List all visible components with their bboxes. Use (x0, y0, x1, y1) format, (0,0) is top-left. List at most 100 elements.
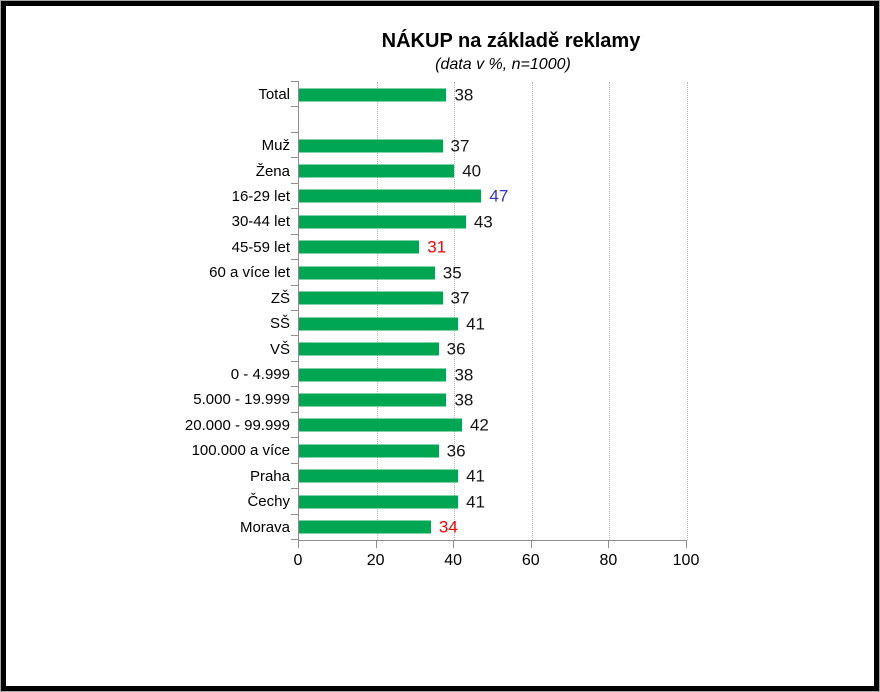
y-axis-tick (291, 411, 299, 413)
value-label: 38 (454, 390, 474, 410)
bar-row: 38 (299, 82, 687, 107)
x-axis-tick-label: 20 (366, 552, 385, 569)
bar-rows: 38 37 40 47 43 31 35 37 41 36 38 38 42 36 41 41 34 (299, 82, 687, 540)
x-axis-tick (530, 541, 532, 548)
y-axis-tick (291, 360, 299, 362)
category-label: 60 a více let (209, 264, 290, 282)
bar-row: 35 (299, 260, 687, 285)
bar-row: 38 (299, 387, 687, 412)
chart-subtitle: (data v %, n=1000) (435, 56, 571, 73)
y-axis-tick (291, 335, 299, 337)
gridline (531, 82, 533, 540)
bar-row: 43 (299, 209, 687, 234)
bar-row: 31 (299, 235, 687, 260)
bar (299, 393, 447, 407)
bar (299, 266, 435, 280)
value-label: 36 (446, 339, 466, 359)
x-axis: 0 20 40 60 80 100 (294, 541, 699, 577)
bar (299, 164, 455, 178)
bar-row: 41 (299, 311, 687, 336)
bar (299, 418, 462, 432)
bar (299, 469, 459, 483)
category-label: VŠ (269, 340, 290, 358)
y-axis-tick (291, 106, 299, 108)
bar (299, 240, 420, 254)
category-label: SŠ (269, 315, 290, 333)
value-label: 35 (442, 263, 462, 283)
category-label: Žena (255, 162, 290, 180)
y-axis-tick (291, 386, 299, 388)
value-label: 47 (489, 186, 509, 206)
value-label: 41 (466, 466, 485, 486)
y-axis-tick (291, 513, 299, 515)
bar (299, 444, 439, 458)
x-axis-tick (375, 541, 377, 548)
bar-row: 47 (299, 184, 687, 209)
value-label: 37 (450, 288, 470, 308)
bar-row: 41 (299, 464, 687, 489)
gridline (609, 82, 611, 540)
category-label: 20.000 - 99.999 (184, 416, 290, 434)
bar (299, 88, 447, 102)
bar (299, 215, 466, 229)
bar-row: 38 (299, 362, 687, 387)
value-label: 41 (466, 492, 485, 512)
bar-row: 37 (299, 286, 687, 311)
bar (299, 495, 459, 509)
category-label: 16-29 let (231, 187, 290, 205)
x-axis-tick (608, 541, 610, 548)
plot-area: 38 37 40 47 43 31 35 37 41 36 38 38 42 36 41 41 34 (291, 81, 688, 541)
y-axis-tick (291, 157, 299, 159)
category-label: Čechy (247, 493, 290, 511)
bar-row: 36 (299, 336, 687, 361)
bar-row: 40 (299, 158, 687, 183)
value-label: 41 (466, 314, 485, 334)
category-label: Praha (249, 467, 290, 485)
value-label: 37 (450, 136, 470, 156)
gridline (454, 82, 456, 540)
x-axis-tick (298, 541, 299, 548)
category-label: 5.000 - 19.999 (193, 391, 290, 409)
y-axis-tick (291, 131, 299, 133)
bar-row (299, 107, 687, 132)
category-label: 0 - 4.999 (230, 366, 290, 384)
y-axis-tick (291, 284, 299, 286)
value-label: 38 (454, 365, 474, 385)
x-axis-tick (453, 541, 455, 548)
category-label: ZŠ (270, 289, 290, 307)
category-label: 45-59 let (231, 238, 290, 256)
bar-row: 36 (299, 438, 687, 463)
y-axis-tick (291, 259, 299, 261)
x-axis-tick-label: 0 (293, 552, 303, 569)
x-axis-tick-label: 80 (599, 552, 618, 569)
y-axis-tick (291, 310, 299, 311)
category-label: Morava (239, 518, 290, 536)
category-label: Muž (261, 137, 290, 155)
value-label: 31 (427, 237, 447, 257)
x-axis-tick-label: 100 (672, 552, 700, 569)
value-label: 36 (446, 441, 466, 461)
bar-row: 41 (299, 489, 687, 514)
x-axis-tick (686, 541, 687, 548)
x-axis-tick-label: 40 (444, 552, 463, 569)
bar-row: 42 (299, 413, 687, 438)
bar (299, 317, 459, 331)
bar (299, 342, 439, 356)
gridline (376, 82, 378, 540)
value-label: 34 (438, 517, 458, 537)
category-label (0, 107, 290, 132)
y-axis-tick (291, 539, 299, 540)
y-axis-tick (291, 208, 299, 210)
bar (299, 189, 482, 203)
bar-row: 37 (299, 133, 687, 158)
y-axis-tick (291, 488, 299, 490)
gridline (687, 82, 688, 540)
category-label: 100.000 a více (191, 442, 290, 460)
bar (299, 368, 447, 382)
category-label: 30-44 let (231, 213, 290, 231)
value-label: 42 (469, 415, 489, 435)
y-axis-tick (291, 233, 299, 235)
y-axis-tick (291, 182, 299, 184)
bar (299, 139, 443, 153)
